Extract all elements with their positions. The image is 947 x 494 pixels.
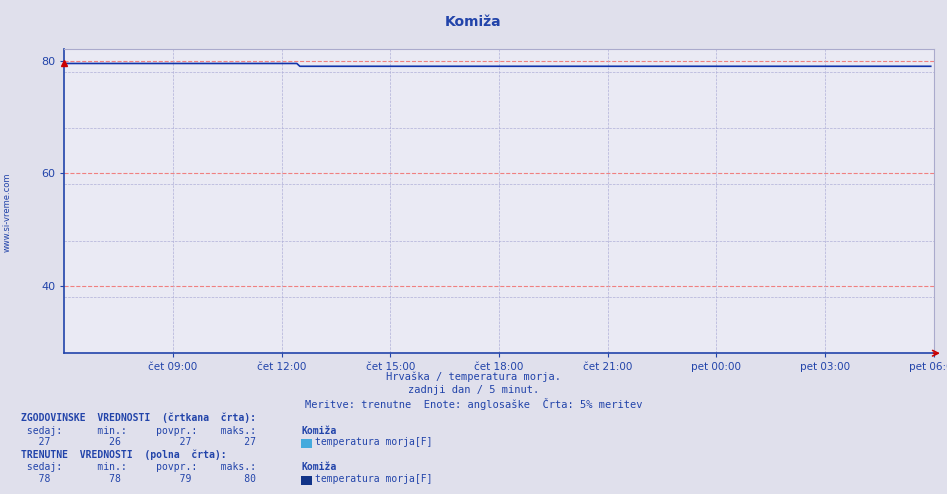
Text: sedaj:      min.:     povpr.:    maks.:: sedaj: min.: povpr.: maks.: [21,462,256,472]
Text: temperatura morja[F]: temperatura morja[F] [315,474,433,484]
Text: ZGODOVINSKE  VREDNOSTI  (črtkana  črta):: ZGODOVINSKE VREDNOSTI (črtkana črta): [21,412,256,423]
Text: Hrvaška / temperatura morja.: Hrvaška / temperatura morja. [386,371,561,382]
Text: www.si-vreme.com: www.si-vreme.com [3,173,12,252]
Text: temperatura morja[F]: temperatura morja[F] [315,437,433,447]
Text: Komiža: Komiža [301,426,336,436]
Text: TRENUTNE  VREDNOSTI  (polna  črta):: TRENUTNE VREDNOSTI (polna črta): [21,449,226,460]
Text: Komiža: Komiža [301,462,336,472]
Text: 27          26          27         27: 27 26 27 27 [21,437,256,447]
Text: zadnji dan / 5 minut.: zadnji dan / 5 minut. [408,385,539,395]
Text: Komiža: Komiža [445,15,502,29]
Text: 78          78          79         80: 78 78 79 80 [21,474,256,484]
Text: Meritve: trenutne  Enote: anglosaške  Črta: 5% meritev: Meritve: trenutne Enote: anglosaške Črta… [305,398,642,410]
Text: sedaj:      min.:     povpr.:    maks.:: sedaj: min.: povpr.: maks.: [21,426,256,436]
